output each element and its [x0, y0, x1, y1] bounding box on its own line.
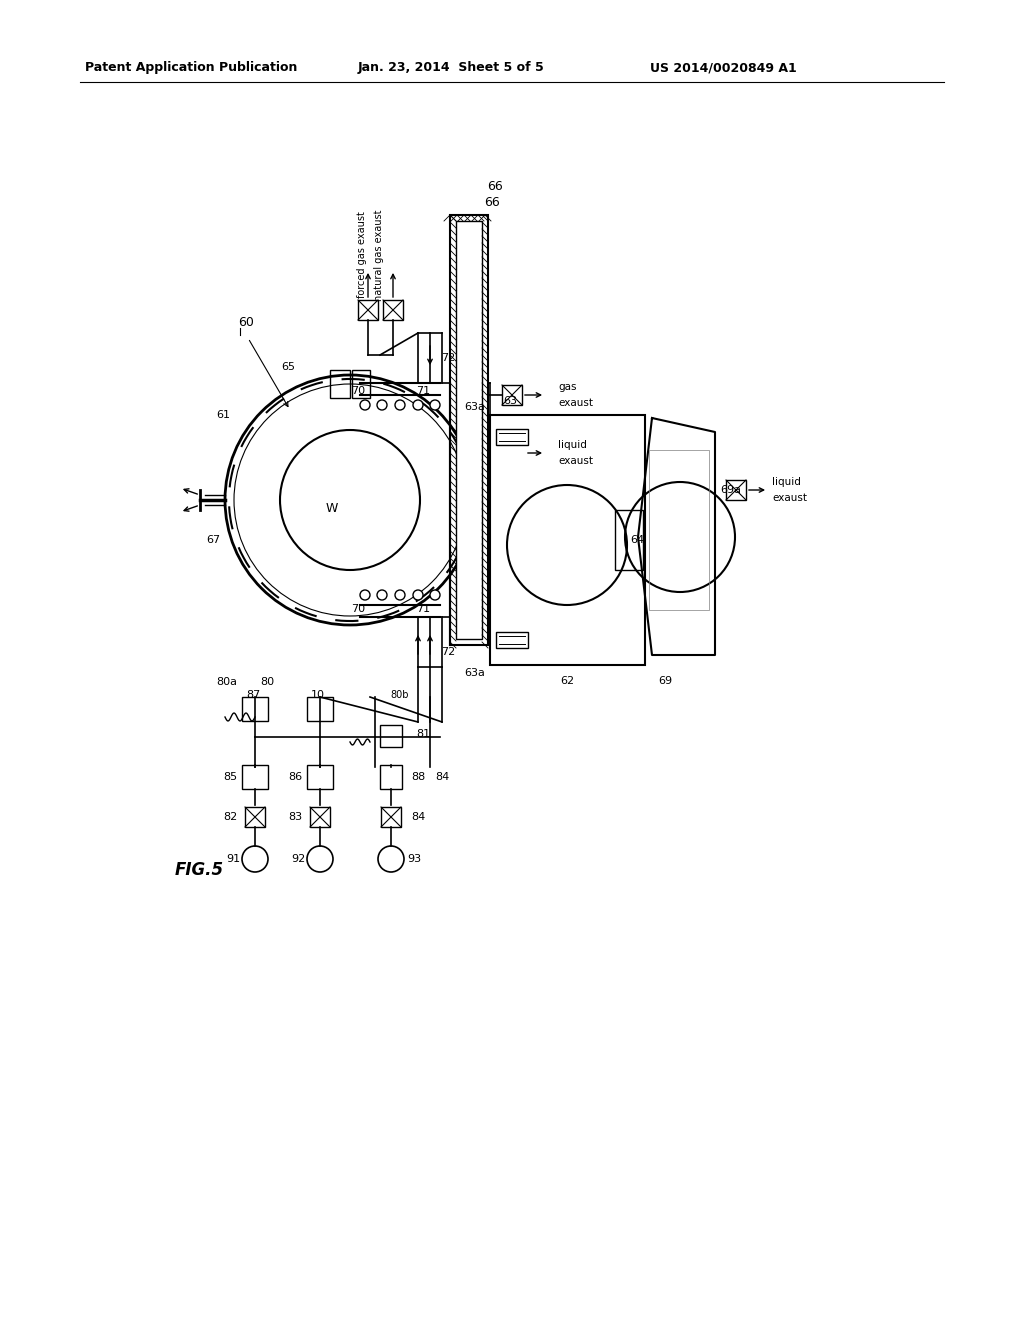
Text: 83: 83	[288, 812, 302, 822]
Text: Jan. 23, 2014  Sheet 5 of 5: Jan. 23, 2014 Sheet 5 of 5	[358, 62, 545, 74]
Text: 71: 71	[416, 605, 430, 614]
Text: liquid: liquid	[558, 440, 587, 450]
Bar	[307, 766, 333, 789]
Text: 69a: 69a	[720, 484, 741, 495]
Text: 60: 60	[238, 315, 254, 329]
Bar	[496, 632, 528, 648]
Text: 86: 86	[288, 772, 302, 781]
Circle shape	[413, 400, 423, 411]
Text: gas: gas	[558, 381, 577, 392]
Text: 67: 67	[206, 535, 220, 545]
Bar	[352, 370, 370, 399]
Bar	[726, 480, 746, 500]
Circle shape	[360, 590, 370, 601]
Text: 62: 62	[560, 676, 574, 686]
Circle shape	[430, 590, 440, 601]
Bar	[358, 300, 378, 319]
Text: 70: 70	[351, 605, 366, 614]
Text: 10: 10	[311, 690, 325, 700]
Text: 69: 69	[658, 676, 672, 686]
Text: Patent Application Publication: Patent Application Publication	[85, 62, 297, 74]
Circle shape	[377, 590, 387, 601]
Text: 63: 63	[503, 396, 517, 407]
Text: 66: 66	[484, 197, 500, 210]
Text: FIG.5: FIG.5	[175, 861, 224, 879]
Circle shape	[395, 590, 406, 601]
Text: 80: 80	[260, 677, 274, 686]
Text: 71: 71	[416, 385, 430, 396]
Bar	[490, 414, 645, 665]
Bar	[310, 807, 330, 828]
Text: liquid: liquid	[772, 477, 801, 487]
Bar	[615, 510, 643, 570]
Text: 70: 70	[351, 385, 366, 396]
Text: 84: 84	[411, 812, 425, 822]
Bar	[450, 215, 488, 645]
Bar	[383, 300, 403, 319]
Text: 91: 91	[226, 854, 240, 865]
Text: 82: 82	[223, 812, 237, 822]
Text: 92: 92	[291, 854, 305, 865]
Text: natural gas exaust: natural gas exaust	[374, 210, 384, 301]
Text: forced gas exaust: forced gas exaust	[357, 211, 367, 298]
Text: exaust: exaust	[558, 399, 593, 408]
Bar	[456, 220, 482, 639]
Bar	[380, 725, 402, 747]
Text: 88: 88	[411, 772, 425, 781]
Text: 81: 81	[416, 729, 430, 739]
Bar	[242, 766, 268, 789]
Text: 85: 85	[223, 772, 237, 781]
Text: W: W	[326, 502, 338, 515]
Text: 63a: 63a	[464, 668, 485, 678]
Text: 84: 84	[435, 772, 450, 781]
Text: 64: 64	[630, 535, 644, 545]
Bar	[380, 766, 402, 789]
Bar	[330, 370, 350, 399]
Circle shape	[413, 590, 423, 601]
Text: 93: 93	[407, 854, 421, 865]
Circle shape	[360, 400, 370, 411]
Bar	[502, 385, 522, 405]
Text: 80b: 80b	[391, 690, 410, 700]
Bar	[245, 807, 265, 828]
Text: exaust: exaust	[558, 455, 593, 466]
Bar	[307, 697, 333, 721]
Circle shape	[395, 400, 406, 411]
Text: 65: 65	[281, 362, 295, 372]
Text: exaust: exaust	[772, 492, 807, 503]
Circle shape	[430, 400, 440, 411]
Text: 63a: 63a	[464, 403, 485, 412]
Bar	[242, 697, 268, 721]
Text: 72: 72	[441, 647, 455, 657]
Text: US 2014/0020849 A1: US 2014/0020849 A1	[650, 62, 797, 74]
Bar	[496, 429, 528, 445]
Text: 80a: 80a	[216, 677, 238, 686]
Text: 61: 61	[216, 411, 230, 420]
Text: 66: 66	[487, 181, 503, 194]
Text: 87: 87	[246, 690, 260, 700]
Bar	[649, 450, 709, 610]
Circle shape	[377, 400, 387, 411]
Text: 72: 72	[441, 352, 455, 363]
Bar	[381, 807, 401, 828]
